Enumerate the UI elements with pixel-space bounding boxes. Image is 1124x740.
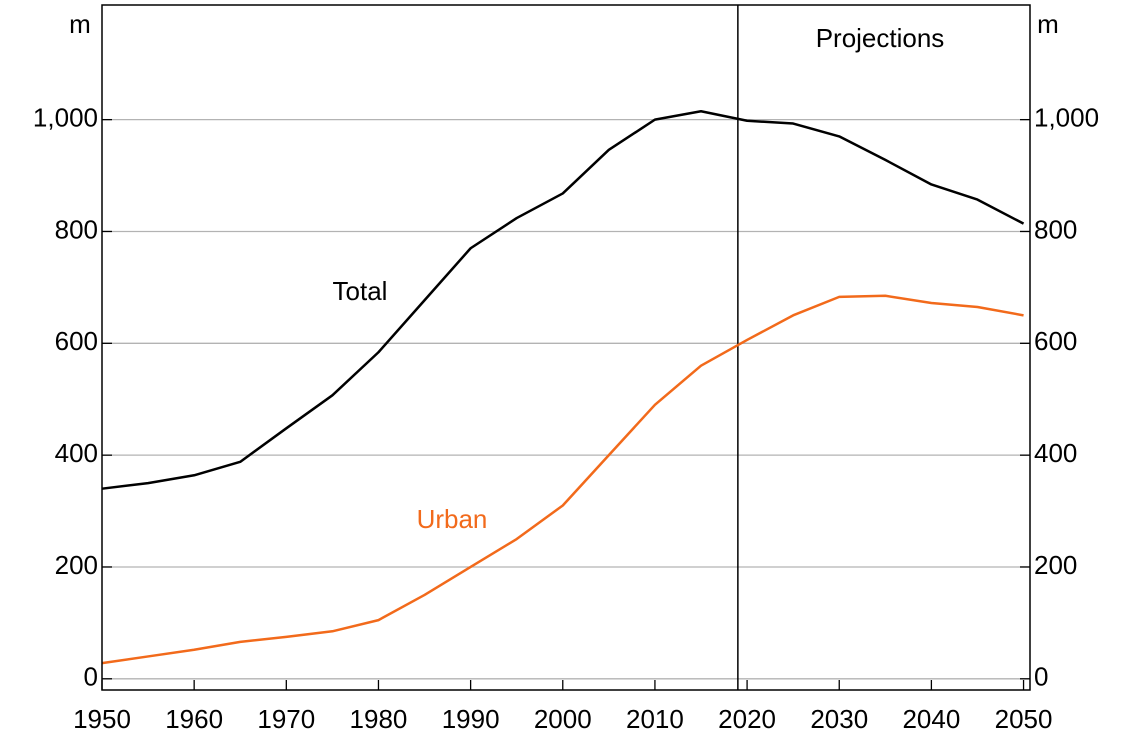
y-tick-label: 200 [55, 550, 98, 580]
y2-tick-label: 400 [1034, 438, 1077, 468]
plot-frame [101, 4, 1031, 691]
x-tick-label: 1970 [257, 704, 315, 734]
y-tick-label: 400 [55, 438, 98, 468]
series-line [101, 109, 1025, 490]
y-tick-label: 0 [84, 662, 98, 692]
series-label: Total [333, 276, 388, 306]
y-tick-label: 600 [55, 326, 98, 356]
x-tick-label: 2020 [718, 704, 776, 734]
x-tick-label: 2050 [995, 704, 1053, 734]
y-axis-unit: m [69, 9, 91, 39]
x-tick-label: 1980 [350, 704, 408, 734]
y2-tick-label: 800 [1034, 214, 1077, 244]
y2-tick-label: 1,000 [1034, 103, 1099, 133]
y-tick-label: 800 [55, 214, 98, 244]
x-tick-label: 2030 [810, 704, 868, 734]
x-tick-label: 1950 [73, 704, 131, 734]
y2-tick-label: 0 [1034, 662, 1048, 692]
y2-tick-label: 600 [1034, 326, 1077, 356]
x-tick-label: 2010 [626, 704, 684, 734]
x-tick-label: 2040 [902, 704, 960, 734]
series-label: Urban [417, 504, 488, 534]
x-tick-label: 1960 [165, 704, 223, 734]
y2-axis-unit: m [1037, 9, 1059, 39]
y-tick-label: 1,000 [33, 103, 98, 133]
y2-tick-label: 200 [1034, 550, 1077, 580]
projection-label: Projections [816, 23, 945, 53]
series-line [101, 294, 1024, 665]
x-tick-label: 2000 [534, 704, 592, 734]
x-tick-label: 1990 [442, 704, 500, 734]
